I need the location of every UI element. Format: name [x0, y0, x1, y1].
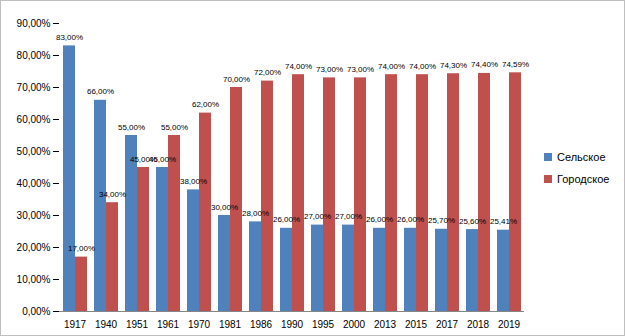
svg-text:74,00%: 74,00%	[409, 62, 436, 71]
html-text:Городское: Городское	[557, 173, 610, 185]
svg-text:30,00%: 30,00%	[211, 203, 238, 212]
svg-text:34,00%: 34,00%	[99, 190, 126, 199]
svg-text:40,00%: 40,00%	[17, 178, 51, 189]
svg-text:70,00%: 70,00%	[17, 82, 51, 93]
svg-text:55,00%: 55,00%	[161, 123, 188, 132]
svg-text:70,00%: 70,00%	[223, 75, 250, 84]
svg-text:74,30%: 74,30%	[440, 61, 467, 70]
svg-text:10,00%: 10,00%	[17, 274, 51, 285]
svg-text:2000: 2000	[343, 319, 366, 330]
svg-text:73,00%: 73,00%	[347, 65, 374, 74]
svg-text:55,00%: 55,00%	[118, 123, 145, 132]
svg-text:17,00%: 17,00%	[68, 244, 95, 253]
svg-text:2013: 2013	[374, 319, 397, 330]
svg-text:74,00%: 74,00%	[285, 62, 312, 71]
svg-text:62,00%: 62,00%	[192, 100, 219, 109]
svg-text:25,70%: 25,70%	[428, 216, 455, 225]
svg-text:26,00%: 26,00%	[397, 215, 424, 224]
svg-text:26,00%: 26,00%	[366, 215, 393, 224]
svg-text:20,00%: 20,00%	[17, 242, 51, 253]
svg-text:1995: 1995	[312, 319, 335, 330]
svg-text:1981: 1981	[219, 319, 242, 330]
svg-text:26,00%: 26,00%	[273, 215, 300, 224]
svg-text:1986: 1986	[250, 319, 273, 330]
svg-text:45,00%: 45,00%	[129, 154, 158, 164]
svg-text:90,00%: 90,00%	[17, 18, 51, 29]
svg-text:28,00%: 28,00%	[242, 209, 269, 218]
svg-text:2019: 2019	[498, 319, 521, 330]
svg-text:66,00%: 66,00%	[87, 87, 114, 96]
svg-text:1917: 1917	[64, 319, 87, 330]
svg-text:27,00%: 27,00%	[304, 212, 331, 221]
svg-text:27,00%: 27,00%	[335, 212, 362, 221]
svg-text:72,00%: 72,00%	[254, 68, 281, 77]
svg-text:38,00%: 38,00%	[180, 177, 207, 186]
svg-text:0,00%: 0,00%	[22, 306, 50, 317]
svg-text:2017: 2017	[436, 319, 459, 330]
svg-text:2018: 2018	[467, 319, 490, 330]
svg-text:25,60%: 25,60%	[459, 217, 486, 226]
svg-text:25,41%: 25,41%	[490, 217, 517, 226]
svg-text:45,00%: 45,00%	[149, 155, 176, 164]
svg-text:60,00%: 60,00%	[17, 114, 51, 125]
svg-text:1940: 1940	[95, 319, 118, 330]
svg-text:50,00%: 50,00%	[17, 146, 51, 157]
svg-text:2015: 2015	[405, 319, 428, 330]
svg-text:74,00%: 74,00%	[378, 62, 405, 71]
svg-text:30,00%: 30,00%	[17, 210, 51, 221]
svg-text:73,00%: 73,00%	[316, 65, 343, 74]
html-text:Сельское: Сельское	[557, 151, 606, 163]
svg-text:1951: 1951	[126, 319, 149, 330]
svg-text:80,00%: 80,00%	[17, 50, 51, 61]
svg-text:1970: 1970	[188, 319, 211, 330]
svg-text:74,40%: 74,40%	[471, 60, 498, 69]
svg-text:83,00%: 83,00%	[56, 33, 83, 42]
svg-text:74,59%: 74,59%	[502, 60, 529, 69]
svg-text:1990: 1990	[281, 319, 304, 330]
svg-text:1961: 1961	[157, 319, 180, 330]
